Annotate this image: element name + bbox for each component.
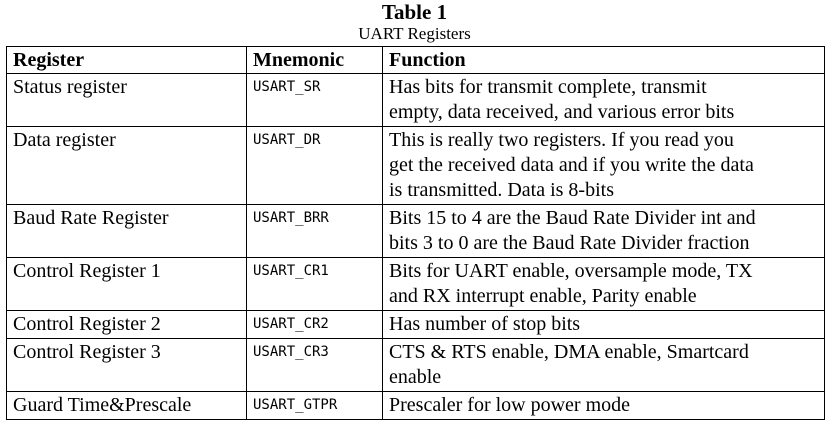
- table-row: Data register USART_DR This is really tw…: [6, 126, 825, 205]
- table-row: Guard Time&Prescale USART_GTPR Prescaler…: [6, 391, 825, 420]
- register-function: CTS & RTS enable, DMA enable, Smartcard …: [382, 338, 825, 392]
- register-mnemonic: USART_BRR: [246, 204, 383, 258]
- function-line: Has number of stop bits: [389, 313, 581, 335]
- register-name: Baud Rate Register: [6, 204, 247, 258]
- function-line: Bits for UART enable, oversample mode, T…: [389, 260, 753, 282]
- function-line: CTS & RTS enable, DMA enable, Smartcard: [389, 341, 749, 363]
- table-subtitle: UART Registers: [358, 24, 471, 43]
- table-header-row: Register Mnemonic Function: [6, 46, 825, 74]
- uart-registers-table: Register Mnemonic Function Status regist…: [6, 46, 825, 420]
- register-name: Data register: [6, 126, 247, 205]
- register-function: Bits for UART enable, oversample mode, T…: [382, 257, 825, 311]
- table-title: Table 1: [381, 0, 448, 24]
- register-name: Control Register 3: [6, 338, 247, 392]
- function-line: This is really two registers. If you rea…: [389, 129, 734, 151]
- register-function: This is really two registers. If you rea…: [382, 126, 825, 205]
- register-mnemonic: USART_CR1: [246, 257, 383, 311]
- table-row: Control Register 3 USART_CR3 CTS & RTS e…: [6, 338, 825, 392]
- register-mnemonic: USART_CR2: [246, 310, 383, 339]
- register-name: Status register: [6, 73, 247, 127]
- table-row: Control Register 1 USART_CR1 Bits for UA…: [6, 257, 825, 311]
- function-line: bits 3 to 0 are the Baud Rate Divider fr…: [389, 232, 750, 254]
- function-line: is transmitted. Data is 8-bits: [389, 179, 614, 201]
- register-name: Control Register 2: [6, 310, 247, 339]
- register-mnemonic: USART_DR: [246, 126, 383, 205]
- function-line: and RX interrupt enable, Parity enable: [389, 285, 697, 307]
- register-mnemonic: USART_SR: [246, 73, 383, 127]
- table-row: Baud Rate Register USART_BRR Bits 15 to …: [6, 204, 825, 258]
- register-mnemonic: USART_GTPR: [246, 391, 383, 420]
- register-name: Guard Time&Prescale: [6, 391, 247, 420]
- function-line: Bits 15 to 4 are the Baud Rate Divider i…: [389, 207, 756, 229]
- function-line: empty, data received, and various error …: [389, 101, 735, 123]
- header-register: Register: [6, 46, 247, 74]
- register-function: Bits 15 to 4 are the Baud Rate Divider i…: [382, 204, 825, 258]
- function-line: Prescaler for low power mode: [389, 394, 631, 416]
- header-mnemonic: Mnemonic: [246, 46, 383, 74]
- register-function: Has number of stop bits: [382, 310, 825, 339]
- function-line: Has bits for transmit complete, transmit: [389, 76, 707, 98]
- function-line: get the received data and if you write t…: [389, 154, 754, 176]
- table-row: Control Register 2 USART_CR2 Has number …: [6, 310, 825, 339]
- register-name: Control Register 1: [6, 257, 247, 311]
- register-function: Has bits for transmit complete, transmit…: [382, 73, 825, 127]
- table-row: Status register USART_SR Has bits for tr…: [6, 73, 825, 127]
- register-mnemonic: USART_CR3: [246, 338, 383, 392]
- register-function: Prescaler for low power mode: [382, 391, 825, 420]
- header-function: Function: [382, 46, 825, 74]
- function-line: enable: [389, 366, 442, 388]
